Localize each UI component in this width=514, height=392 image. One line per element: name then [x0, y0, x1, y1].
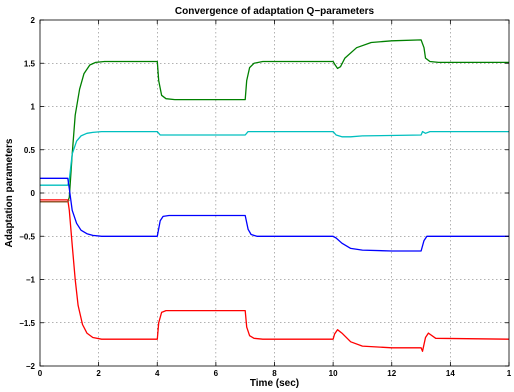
series-layer — [40, 39, 510, 352]
y-tick-label: 2 — [31, 16, 36, 25]
chart-title: Convergence of adaptation Q−parameters — [175, 6, 375, 17]
series-line-5 — [40, 199, 70, 203]
ticks: 0 2 4 6 8 10 12 14 1 −2 −1.5 −1 −0.5 0 0.5 1 1.5 2 — [19, 16, 512, 378]
x-tick-label: 4 — [155, 369, 160, 378]
y-tick-label: −1 — [26, 276, 36, 285]
y-axis-label: Adaptation parameters — [4, 138, 15, 247]
x-tick-label: 6 — [214, 369, 219, 378]
x-tick-label: 0 — [38, 369, 43, 378]
series-line-2 — [40, 130, 509, 186]
x-tick-label: 1 — [507, 369, 512, 378]
y-tick-label: −0.5 — [19, 232, 35, 241]
series-line-4 — [40, 199, 510, 352]
y-tick-label: 0.5 — [24, 146, 36, 155]
x-tick-label: 12 — [387, 369, 396, 378]
x-tick-label: 2 — [96, 369, 101, 378]
x-tick-label: 10 — [329, 369, 338, 378]
y-tick-label: 1 — [31, 103, 36, 112]
series-line-1 — [40, 39, 509, 203]
x-axis-label: Time (sec) — [250, 378, 299, 389]
x-tick-label: 8 — [272, 369, 277, 378]
series-line-3 — [40, 177, 509, 252]
y-tick-label: 0 — [31, 189, 36, 198]
y-tick-label: −1.5 — [19, 319, 35, 328]
y-tick-label: −2 — [26, 362, 36, 371]
grid — [40, 20, 509, 366]
y-tick-label: 1.5 — [24, 59, 36, 68]
x-tick-label: 14 — [446, 369, 455, 378]
